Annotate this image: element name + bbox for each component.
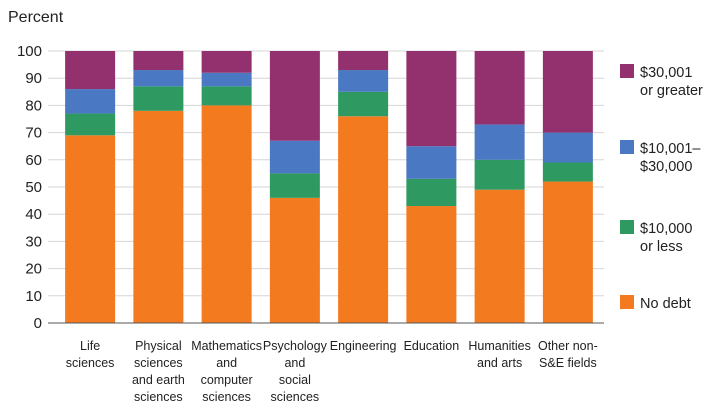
y-tick-label: 20 — [25, 261, 42, 278]
legend-swatch — [620, 220, 634, 234]
category-label: sciences — [134, 356, 183, 370]
bar-segment — [406, 178, 457, 207]
legend-swatch — [620, 140, 634, 154]
category-label: sciences — [134, 390, 183, 404]
bar-segment — [133, 70, 184, 87]
bar-segment — [201, 72, 252, 87]
bar-segment — [338, 116, 389, 323]
y-tick-label: 70 — [25, 125, 42, 142]
bar-segment — [542, 162, 593, 182]
y-tick-label: 40 — [25, 206, 42, 223]
category-label: computer — [201, 373, 253, 387]
bar-segment — [338, 91, 389, 117]
bar-segment — [65, 89, 116, 114]
category-label: and earth — [132, 373, 185, 387]
category-label: Engineering — [330, 339, 397, 353]
bar-segment — [406, 146, 457, 179]
category-label: Psychology — [263, 339, 328, 353]
category-label: Other non- — [538, 339, 598, 353]
category-label: S&E fields — [539, 356, 597, 370]
legend-label: $10,000 — [640, 221, 692, 237]
category-label: sciences — [202, 390, 251, 404]
bar-segment — [133, 110, 184, 323]
bar-segment — [201, 105, 252, 324]
y-tick-label: 100 — [17, 43, 42, 60]
bar-segment — [406, 51, 457, 147]
bar-segment — [201, 51, 252, 73]
category-label: Physical — [135, 339, 182, 353]
y-tick-label: 0 — [34, 315, 42, 332]
bar-segment — [542, 181, 593, 323]
legend-swatch — [620, 64, 634, 78]
bar-segment — [65, 113, 116, 136]
y-tick-label: 80 — [25, 97, 42, 114]
bar-segment — [474, 189, 525, 323]
bar-segment — [474, 124, 525, 160]
legend-label: No debt — [640, 296, 691, 312]
category-label: Humanities — [468, 339, 531, 353]
category-labels: Life sciences Physical sciences and earth sci… — [66, 339, 598, 404]
y-axis-label: Percent — [8, 9, 64, 26]
legend-swatch — [620, 295, 634, 309]
bar-segment — [269, 140, 320, 174]
category-label: Education — [404, 339, 460, 353]
category-label: and — [216, 356, 237, 370]
bar-segment — [269, 173, 320, 198]
legend-label: or less — [640, 239, 683, 255]
category-label: social — [279, 373, 311, 387]
legend-label: or greater — [640, 83, 703, 99]
bar-segment — [133, 51, 184, 71]
y-tick-label: 10 — [25, 288, 42, 305]
bar-segment — [542, 51, 593, 133]
y-tick-labels: 0 10 20 30 40 50 60 70 80 90 100 — [17, 43, 42, 332]
legend-label: $10,001– — [640, 141, 701, 157]
legend: $30,001 or greater $10,001– $30,000 $10,000 o… — [620, 64, 703, 312]
category-label: Mathematics — [191, 339, 262, 353]
bar-segment — [474, 159, 525, 190]
category-label: and — [284, 356, 305, 370]
bar-segment — [65, 135, 116, 323]
bar-segment — [338, 70, 389, 92]
category-label: Life — [80, 339, 100, 353]
category-label: and arts — [477, 356, 522, 370]
bar-segment — [133, 86, 184, 111]
y-tick-label: 90 — [25, 70, 42, 87]
legend-label: $30,000 — [640, 159, 692, 175]
bar-segment — [474, 51, 525, 125]
y-tick-label: 50 — [25, 179, 42, 196]
bar-segment — [269, 197, 320, 323]
y-tick-label: 60 — [25, 152, 42, 169]
bar-segment — [201, 86, 252, 106]
bars — [65, 51, 593, 324]
bar-segment — [542, 132, 593, 163]
legend-label: $30,001 — [640, 65, 692, 81]
bar-segment — [338, 51, 389, 71]
bar-segment — [406, 206, 457, 323]
y-tick-label: 30 — [25, 233, 42, 250]
category-label: sciences — [66, 356, 115, 370]
bar-segment — [65, 51, 116, 90]
bar-segment — [269, 51, 320, 141]
category-label: sciences — [271, 390, 320, 404]
